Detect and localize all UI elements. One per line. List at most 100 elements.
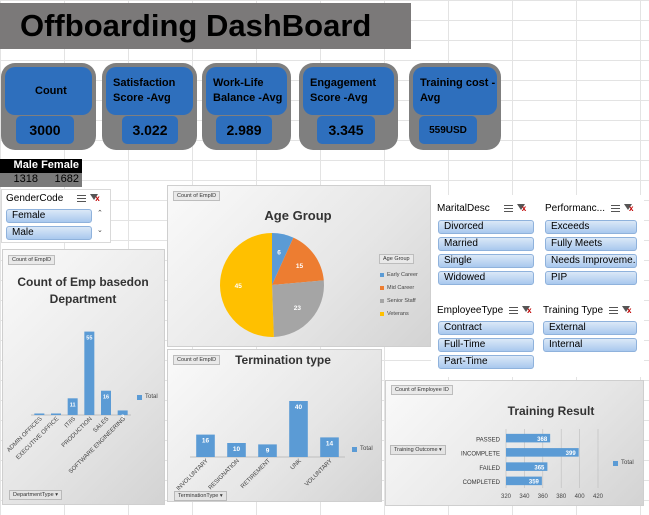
scroll-down-icon[interactable]: ⌄: [97, 227, 103, 234]
slicer-title: Performanc...: [545, 203, 606, 214]
training-result-bar-svg: 320 340 360 380 400 420 368 PASSED 399 INCOMPLETE…: [461, 429, 604, 500]
bar-data-label: 55: [86, 336, 92, 342]
multi-select-icon[interactable]: [77, 194, 87, 203]
chart-title: Age Group: [264, 208, 332, 223]
pie-data-label: 15: [296, 263, 304, 270]
pie-slice: [272, 233, 294, 285]
slicer-title: MaritalDesc: [437, 203, 490, 214]
slicer-title: GenderCode: [6, 193, 64, 204]
multi-select-icon[interactable]: [503, 204, 513, 213]
bar: [67, 398, 78, 415]
bar-data-label: 1: [54, 417, 57, 423]
legend-label: Senior Staff: [387, 297, 416, 304]
legend-swatch: [380, 311, 384, 316]
bar-data-label: 9: [266, 447, 270, 454]
slicer-item-needs-improvement[interactable]: Needs Improveme...: [545, 254, 637, 268]
slicer-item-married[interactable]: Married: [438, 237, 534, 251]
legend-label: Veterans: [387, 310, 409, 317]
bar: [320, 437, 339, 457]
termination-bar-svg: 16 INVOLUNTARY 10 RESIGNATION 9 RETIREMENT 40 U…: [176, 401, 345, 492]
slicer-item-full-time[interactable]: Full-Time: [438, 338, 534, 352]
bar: [506, 433, 551, 443]
pie-data-label: 6: [277, 249, 281, 256]
gender-slicer: GenderCode Female Male ⌃ ⌄: [1, 189, 111, 243]
slicer-item-female[interactable]: Female: [6, 209, 92, 223]
bar-data-label: 3: [121, 414, 124, 420]
bar-data-label: 11: [70, 402, 76, 408]
age-group-chart-card[interactable]: Count of EmpID Age Group 6 15 23 45 Age Gro…: [167, 185, 431, 347]
bar-data-label: 399: [566, 451, 577, 457]
x-tick-label: 360: [538, 494, 549, 500]
chart-field-button[interactable]: Count of EmpID: [173, 355, 221, 365]
x-tick-label: INVOLUNTARY: [176, 458, 210, 492]
termination-chart-card[interactable]: Count of EmpID Termination type 16 INVOLU…: [167, 349, 382, 502]
clear-filter-icon[interactable]: [516, 204, 526, 213]
training-result-chart-card[interactable]: Count of Employee ID Training Result 320…: [385, 380, 644, 506]
x-tick-label: 320: [501, 494, 512, 500]
kpi-label: Satisfaction Score -Avg: [106, 67, 193, 115]
kpi-label: Count: [5, 67, 92, 115]
pie-data-label: 23: [294, 305, 302, 312]
department-filter-button[interactable]: DepartmentType ▾: [9, 490, 62, 500]
x-tick-label: VOLUNTARY: [304, 458, 334, 488]
slicer-item-exceeds[interactable]: Exceeds: [545, 220, 637, 234]
slicer-item-single[interactable]: Single: [438, 254, 534, 268]
legend-swatch: [380, 285, 384, 290]
x-tick-label: PRODUCTION: [61, 416, 94, 449]
legend-swatch: [613, 460, 618, 466]
chart-field-button[interactable]: Count of Employee ID: [391, 385, 453, 395]
filter-label: Training Outcome: [394, 447, 438, 453]
y-tick-label: COMPLETED: [463, 480, 501, 486]
legend-label: Total: [360, 446, 373, 452]
multi-select-icon[interactable]: [609, 306, 619, 315]
chart-field-button[interactable]: Count of EmpID: [173, 191, 221, 201]
slicer-item-contract[interactable]: Contract: [438, 321, 534, 335]
bar: [289, 401, 308, 457]
slicer-item-part-time[interactable]: Part-Time: [438, 355, 534, 369]
bar: [506, 448, 579, 457]
bar-data-label: 1: [38, 417, 41, 423]
training-outcome-filter-button[interactable]: Training Outcome ▾: [390, 445, 446, 455]
multi-select-icon[interactable]: [509, 306, 519, 315]
legend-field-button[interactable]: Age Group: [379, 254, 414, 264]
legend-item: Mid Career: [380, 281, 418, 294]
slicer-item-fully-meets[interactable]: Fully Meets: [545, 237, 637, 251]
pie-slice: [272, 280, 324, 337]
slicer-item-divorced[interactable]: Divorced: [438, 220, 534, 234]
termination-filter-button[interactable]: TerminationType ▾: [174, 491, 227, 501]
age-group-pie-svg: 6 15 23 45: [219, 233, 324, 337]
scroll-up-icon[interactable]: ⌃: [97, 210, 103, 217]
clear-filter-icon[interactable]: [522, 306, 532, 315]
dashboard-title: Offboarding DashBoard: [20, 8, 372, 43]
kpi-card-satisfaction: Satisfaction Score -Avg 3.022: [102, 63, 197, 150]
x-tick-label: 340: [519, 494, 530, 500]
slicer-item-widowed[interactable]: Widowed: [438, 271, 534, 285]
legend-swatch: [380, 272, 384, 277]
bar-data-label: 359: [529, 480, 540, 486]
slicer-item-male[interactable]: Male: [6, 226, 92, 240]
table-cell-female: 1682: [54, 173, 79, 185]
clear-filter-icon[interactable]: [624, 204, 633, 213]
department-chart-card[interactable]: Count of EmpID Count of Emp basedon Depa…: [2, 249, 165, 505]
clear-filter-icon[interactable]: [622, 306, 631, 315]
filter-label: TerminationType: [178, 493, 219, 499]
chart-title: Training Result: [507, 404, 595, 418]
clear-filter-icon[interactable]: [90, 194, 100, 203]
legend-item: Early Career: [380, 268, 418, 281]
bar-data-label: 10: [233, 446, 241, 453]
multi-select-icon[interactable]: [611, 204, 621, 213]
bar: [196, 434, 215, 457]
kpi-value: 3.345: [317, 116, 375, 144]
slicer-item-internal[interactable]: Internal: [543, 338, 637, 352]
slicer-item-external[interactable]: External: [543, 321, 637, 335]
legend-swatch: [137, 394, 142, 400]
bar-data-label: 14: [326, 440, 334, 447]
slicer-item-pip[interactable]: PIP: [545, 271, 637, 285]
pie-data-label: 45: [235, 283, 243, 290]
kpi-value: 3000: [16, 116, 74, 144]
pie-slice: [219, 233, 274, 337]
chart-field-button[interactable]: Count of EmpID: [8, 255, 56, 265]
bar: [258, 444, 277, 457]
kpi-label: Training cost -Avg: [413, 67, 497, 115]
